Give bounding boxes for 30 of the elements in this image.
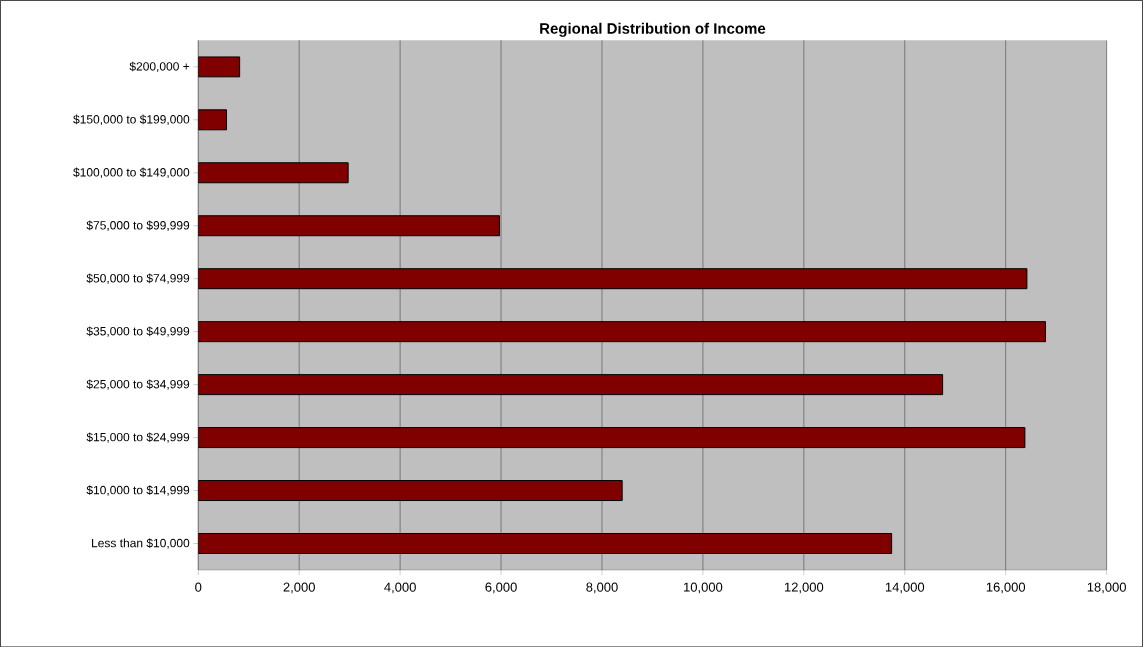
bar: [198, 268, 1028, 290]
y-tick-label: $50,000 to $74,999: [86, 273, 190, 284]
x-tick-label: 0: [195, 582, 202, 592]
y-tick-label: $200,000 +: [129, 61, 190, 72]
y-tick-label: $15,000 to $24,999: [86, 432, 190, 443]
bar: [198, 321, 1047, 342]
x-tick-label: 12,000: [784, 582, 824, 594]
bar: [198, 162, 349, 184]
y-tick-label: $100,000 to $149,000: [73, 167, 190, 178]
x-tick-label: 10,000: [684, 582, 723, 594]
bar: [198, 109, 228, 131]
bar: [198, 479, 623, 501]
x-tick-label: 16,000: [986, 582, 1026, 594]
x-tick-label: 14,000: [885, 582, 925, 594]
y-tick-label: $75,000 to $99,999: [86, 220, 190, 231]
y-tick-label: $150,000 to $199,000: [73, 114, 190, 125]
y-tick-label: Less than $10,000: [92, 538, 190, 549]
x-tick-label: 6,000: [485, 582, 517, 594]
x-tick-label: 8,000: [586, 582, 618, 594]
bar: [198, 215, 501, 237]
bar: [198, 373, 944, 395]
y-tick-label: $10,000 to $14,999: [86, 485, 190, 496]
bar: [198, 532, 893, 554]
x-tick-label: 2,000: [283, 582, 315, 594]
x-tick-label: 4,000: [384, 582, 416, 594]
chart-title: Regional Distribution of Income: [540, 22, 766, 37]
y-tick-label: $25,000 to $34,999: [86, 379, 190, 390]
y-tick-label: $35,000 to $49,999: [86, 326, 190, 337]
x-tick-label: 18,000: [1087, 582, 1126, 594]
bar: [198, 426, 1026, 448]
